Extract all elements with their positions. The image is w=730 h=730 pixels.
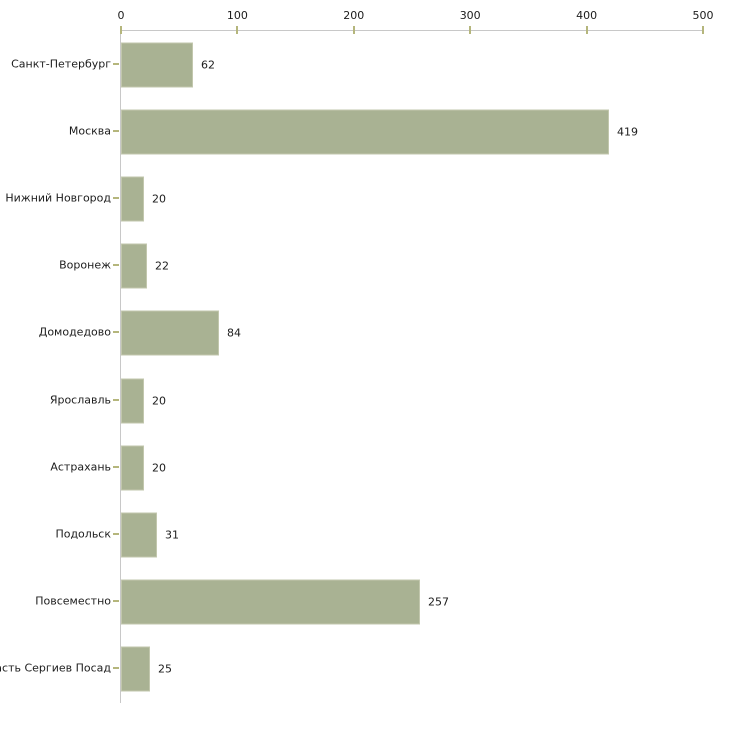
bar-value-label: 20 — [152, 192, 166, 206]
bar — [121, 579, 420, 625]
y-axis-category-label: Воронеж — [59, 258, 111, 272]
y-axis-tick-mark — [113, 196, 119, 199]
x-axis-tick-mark — [702, 26, 704, 34]
plot-area: 0 100 200 300 400 500 62 419 20 22 84 20 20 31 257 25 — [118, 9, 714, 703]
bar-value-label: 84 — [227, 326, 241, 340]
bar — [121, 378, 144, 424]
bar-value-label: 31 — [165, 528, 179, 542]
bar-row: 31 — [121, 501, 702, 568]
x-axis-tick-mark — [352, 26, 355, 34]
y-axis-tick-mark — [113, 667, 119, 670]
y-axis-tick-mark — [113, 600, 119, 603]
y-axis-category-label: Домодедово — [38, 325, 111, 339]
y-axis-category-label: Санкт-Петербург — [11, 57, 111, 71]
bar-value-label: 25 — [158, 662, 172, 676]
y-axis-label-gutter: Санкт-Петербург Москва Нижний Новгород Воро… — [0, 30, 120, 703]
y-axis-tick-mark — [113, 129, 119, 132]
bar-row: 20 — [121, 367, 702, 434]
bar-row: 20 — [121, 434, 702, 501]
x-axis-tick-label: 0 — [117, 9, 125, 22]
y-axis-tick-mark — [113, 532, 119, 535]
y-label-row: Москва — [0, 97, 120, 164]
bar-row: 257 — [121, 569, 702, 636]
bar-value-label: 419 — [617, 125, 638, 139]
y-axis-category-label: Москва — [68, 124, 111, 138]
x-axis-tick-mark — [236, 26, 239, 34]
y-axis-category-label: ласть Сергиев Посад — [0, 661, 111, 675]
y-label-row: Воронеж — [0, 232, 120, 299]
y-label-row: Астрахань — [0, 433, 120, 500]
y-axis-tick-mark — [113, 264, 119, 267]
y-axis-category-label: Подольск — [55, 527, 111, 541]
bar — [121, 243, 147, 289]
y-axis-tick-mark — [113, 465, 119, 468]
y-axis-category-label: Ярославль — [49, 393, 111, 407]
y-axis-category-label: Нижний Новгород — [5, 191, 111, 205]
x-axis-tick-mark — [120, 26, 122, 34]
bar-value-label: 257 — [428, 595, 449, 609]
x-axis-tick-label: 100 — [226, 9, 248, 22]
bar-row: 62 — [121, 31, 702, 98]
y-label-row: Ярославль — [0, 366, 120, 433]
bar-row: 22 — [121, 233, 702, 300]
y-label-row: Нижний Новгород — [0, 164, 120, 231]
y-label-row: Подольск — [0, 500, 120, 567]
y-axis-tick-mark — [113, 62, 119, 65]
bar — [121, 42, 193, 88]
y-label-row: Домодедово — [0, 299, 120, 366]
x-axis-tick-label: 500 — [692, 9, 714, 22]
bar — [121, 445, 144, 491]
y-axis-tick-mark — [113, 398, 119, 401]
bar-value-label: 62 — [201, 58, 215, 72]
y-label-row: Санкт-Петербург — [0, 30, 120, 97]
x-axis-tick-mark — [585, 26, 588, 34]
bar-value-label: 20 — [152, 461, 166, 475]
bar — [121, 109, 609, 155]
y-axis-tick-mark — [113, 331, 119, 334]
x-axis-tick-label: 400 — [576, 9, 598, 22]
bar-row: 84 — [121, 300, 702, 367]
bar-row: 419 — [121, 98, 702, 165]
x-axis-tick-label: 200 — [343, 9, 365, 22]
bar — [121, 512, 157, 558]
bar — [121, 176, 144, 222]
bar — [121, 310, 219, 356]
bar-row: 25 — [121, 636, 702, 703]
bar-value-label: 22 — [155, 259, 169, 273]
bar-row: 20 — [121, 165, 702, 232]
y-axis-category-label: Астрахань — [50, 460, 111, 474]
y-axis-category-label: Повсеместно — [35, 594, 111, 608]
y-label-row: ласть Сергиев Посад — [0, 635, 120, 702]
x-axis-tick-mark — [469, 26, 472, 34]
x-axis-tick-label: 300 — [459, 9, 481, 22]
y-label-row: Повсеместно — [0, 568, 120, 635]
bar-value-label: 20 — [152, 394, 166, 408]
bar — [121, 646, 150, 692]
